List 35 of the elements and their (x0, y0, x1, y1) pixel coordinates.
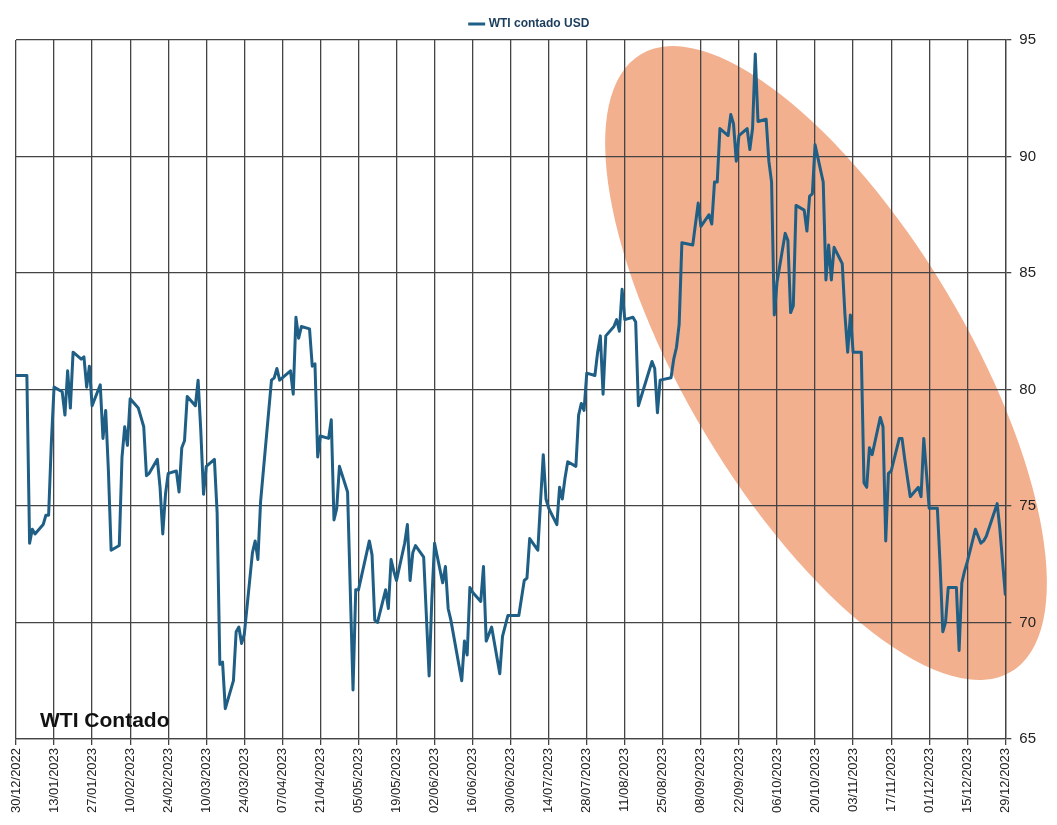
x-tick-label: 20/10/2023 (806, 747, 822, 814)
x-tick-label: 16/06/2023 (464, 747, 480, 814)
x-tick-label: 27/01/2023 (83, 747, 99, 814)
x-tick-label: 01/12/2023 (920, 747, 936, 814)
x-tick-label: 29/12/2023 (996, 747, 1012, 814)
x-tick-label: 15/12/2023 (958, 747, 974, 814)
x-tick-label: 24/02/2023 (159, 747, 175, 814)
x-tick-label: 13/01/2023 (45, 747, 61, 814)
x-tick-label: 08/09/2023 (692, 747, 708, 814)
x-tick-label: 25/08/2023 (654, 747, 670, 814)
x-tick-label: 22/09/2023 (730, 747, 746, 814)
x-tick-label: 28/07/2023 (578, 747, 594, 814)
y-tick-label: 95 (1019, 30, 1036, 48)
y-tick-label: 85 (1019, 263, 1036, 281)
x-tick-label: 24/03/2023 (235, 747, 251, 814)
y-tick-label: 75 (1019, 496, 1036, 514)
x-tick-label: 10/02/2023 (121, 747, 137, 814)
x-tick-label: 21/04/2023 (311, 747, 327, 814)
y-tick-label: 65 (1019, 729, 1036, 747)
y-tick-label: 80 (1019, 379, 1036, 397)
x-tick-label: 06/10/2023 (768, 747, 784, 814)
x-tick-label: 19/05/2023 (388, 747, 404, 814)
x-tick-label: 30/06/2023 (502, 747, 518, 814)
x-tick-label: 30/12/2022 (7, 747, 23, 814)
y-tick-label: 70 (1019, 612, 1036, 630)
x-tick-label: 10/03/2023 (197, 747, 213, 814)
x-tick-label: 17/11/2023 (882, 747, 898, 813)
x-tick-label: 07/04/2023 (273, 747, 289, 814)
x-tick-label: 14/07/2023 (540, 747, 556, 814)
x-tick-label: 02/06/2023 (426, 747, 442, 814)
legend-label: WTI contado USD (488, 16, 590, 31)
x-tick-label: 11/08/2023 (616, 747, 632, 813)
x-tick-label: 05/05/2023 (350, 747, 366, 814)
y-tick-label: 90 (1019, 146, 1036, 164)
x-tick-label: 03/11/2023 (844, 747, 860, 813)
